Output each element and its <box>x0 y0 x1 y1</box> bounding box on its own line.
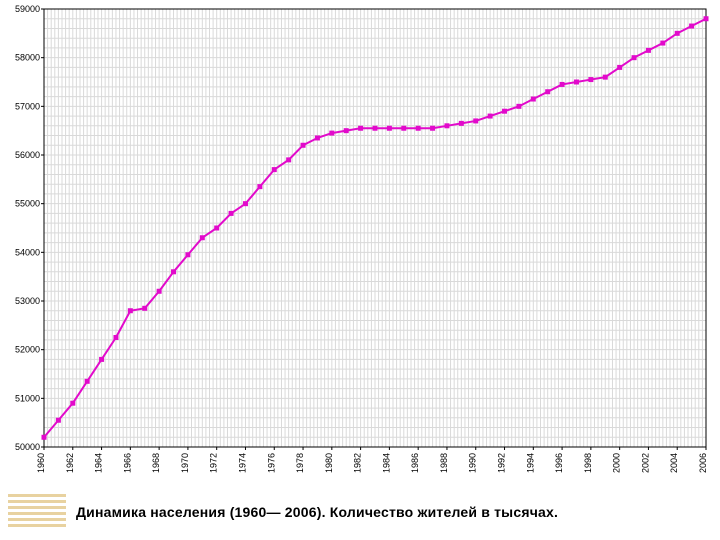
caption-text: Динамика населения (1960— 2006). Количес… <box>76 504 708 520</box>
svg-text:1966: 1966 <box>122 453 132 473</box>
svg-text:1986: 1986 <box>410 453 420 473</box>
svg-text:1994: 1994 <box>525 453 535 473</box>
svg-text:52000: 52000 <box>15 345 40 355</box>
svg-text:2000: 2000 <box>612 453 622 473</box>
svg-text:1992: 1992 <box>497 453 507 473</box>
svg-text:1960: 1960 <box>36 453 46 473</box>
svg-text:50000: 50000 <box>15 442 40 452</box>
svg-text:1974: 1974 <box>237 453 247 473</box>
svg-text:51000: 51000 <box>15 393 40 403</box>
svg-text:1968: 1968 <box>151 453 161 473</box>
svg-text:1980: 1980 <box>324 453 334 473</box>
svg-text:2002: 2002 <box>640 453 650 473</box>
svg-text:1990: 1990 <box>468 453 478 473</box>
svg-text:56000: 56000 <box>15 150 40 160</box>
svg-text:59000: 59000 <box>15 5 40 14</box>
svg-text:1976: 1976 <box>266 453 276 473</box>
caption-decoration <box>8 494 66 530</box>
svg-text:2006: 2006 <box>698 453 708 473</box>
svg-text:55000: 55000 <box>15 199 40 209</box>
svg-text:1970: 1970 <box>180 453 190 473</box>
svg-text:1984: 1984 <box>381 453 391 473</box>
svg-text:1998: 1998 <box>583 453 593 473</box>
svg-text:54000: 54000 <box>15 247 40 257</box>
svg-text:1978: 1978 <box>295 453 305 473</box>
svg-text:57000: 57000 <box>15 101 40 111</box>
svg-text:53000: 53000 <box>15 296 40 306</box>
svg-text:1996: 1996 <box>554 453 564 473</box>
svg-text:1964: 1964 <box>94 453 104 473</box>
deco-svg <box>8 494 66 530</box>
caption-band: Динамика населения (1960— 2006). Количес… <box>8 488 712 536</box>
svg-text:1982: 1982 <box>353 453 363 473</box>
svg-text:2004: 2004 <box>669 453 679 473</box>
svg-text:1972: 1972 <box>209 453 219 473</box>
page-root: 50000 51000 52000 53000 54000 55000 56000 57000… <box>0 0 720 540</box>
chart-svg: 50000 51000 52000 53000 54000 55000 56000 57000… <box>8 5 712 483</box>
svg-text:1962: 1962 <box>65 453 75 473</box>
svg-text:1988: 1988 <box>439 453 449 473</box>
svg-text:58000: 58000 <box>15 53 40 63</box>
population-chart: 50000 51000 52000 53000 54000 55000 56000 57000… <box>8 5 712 483</box>
